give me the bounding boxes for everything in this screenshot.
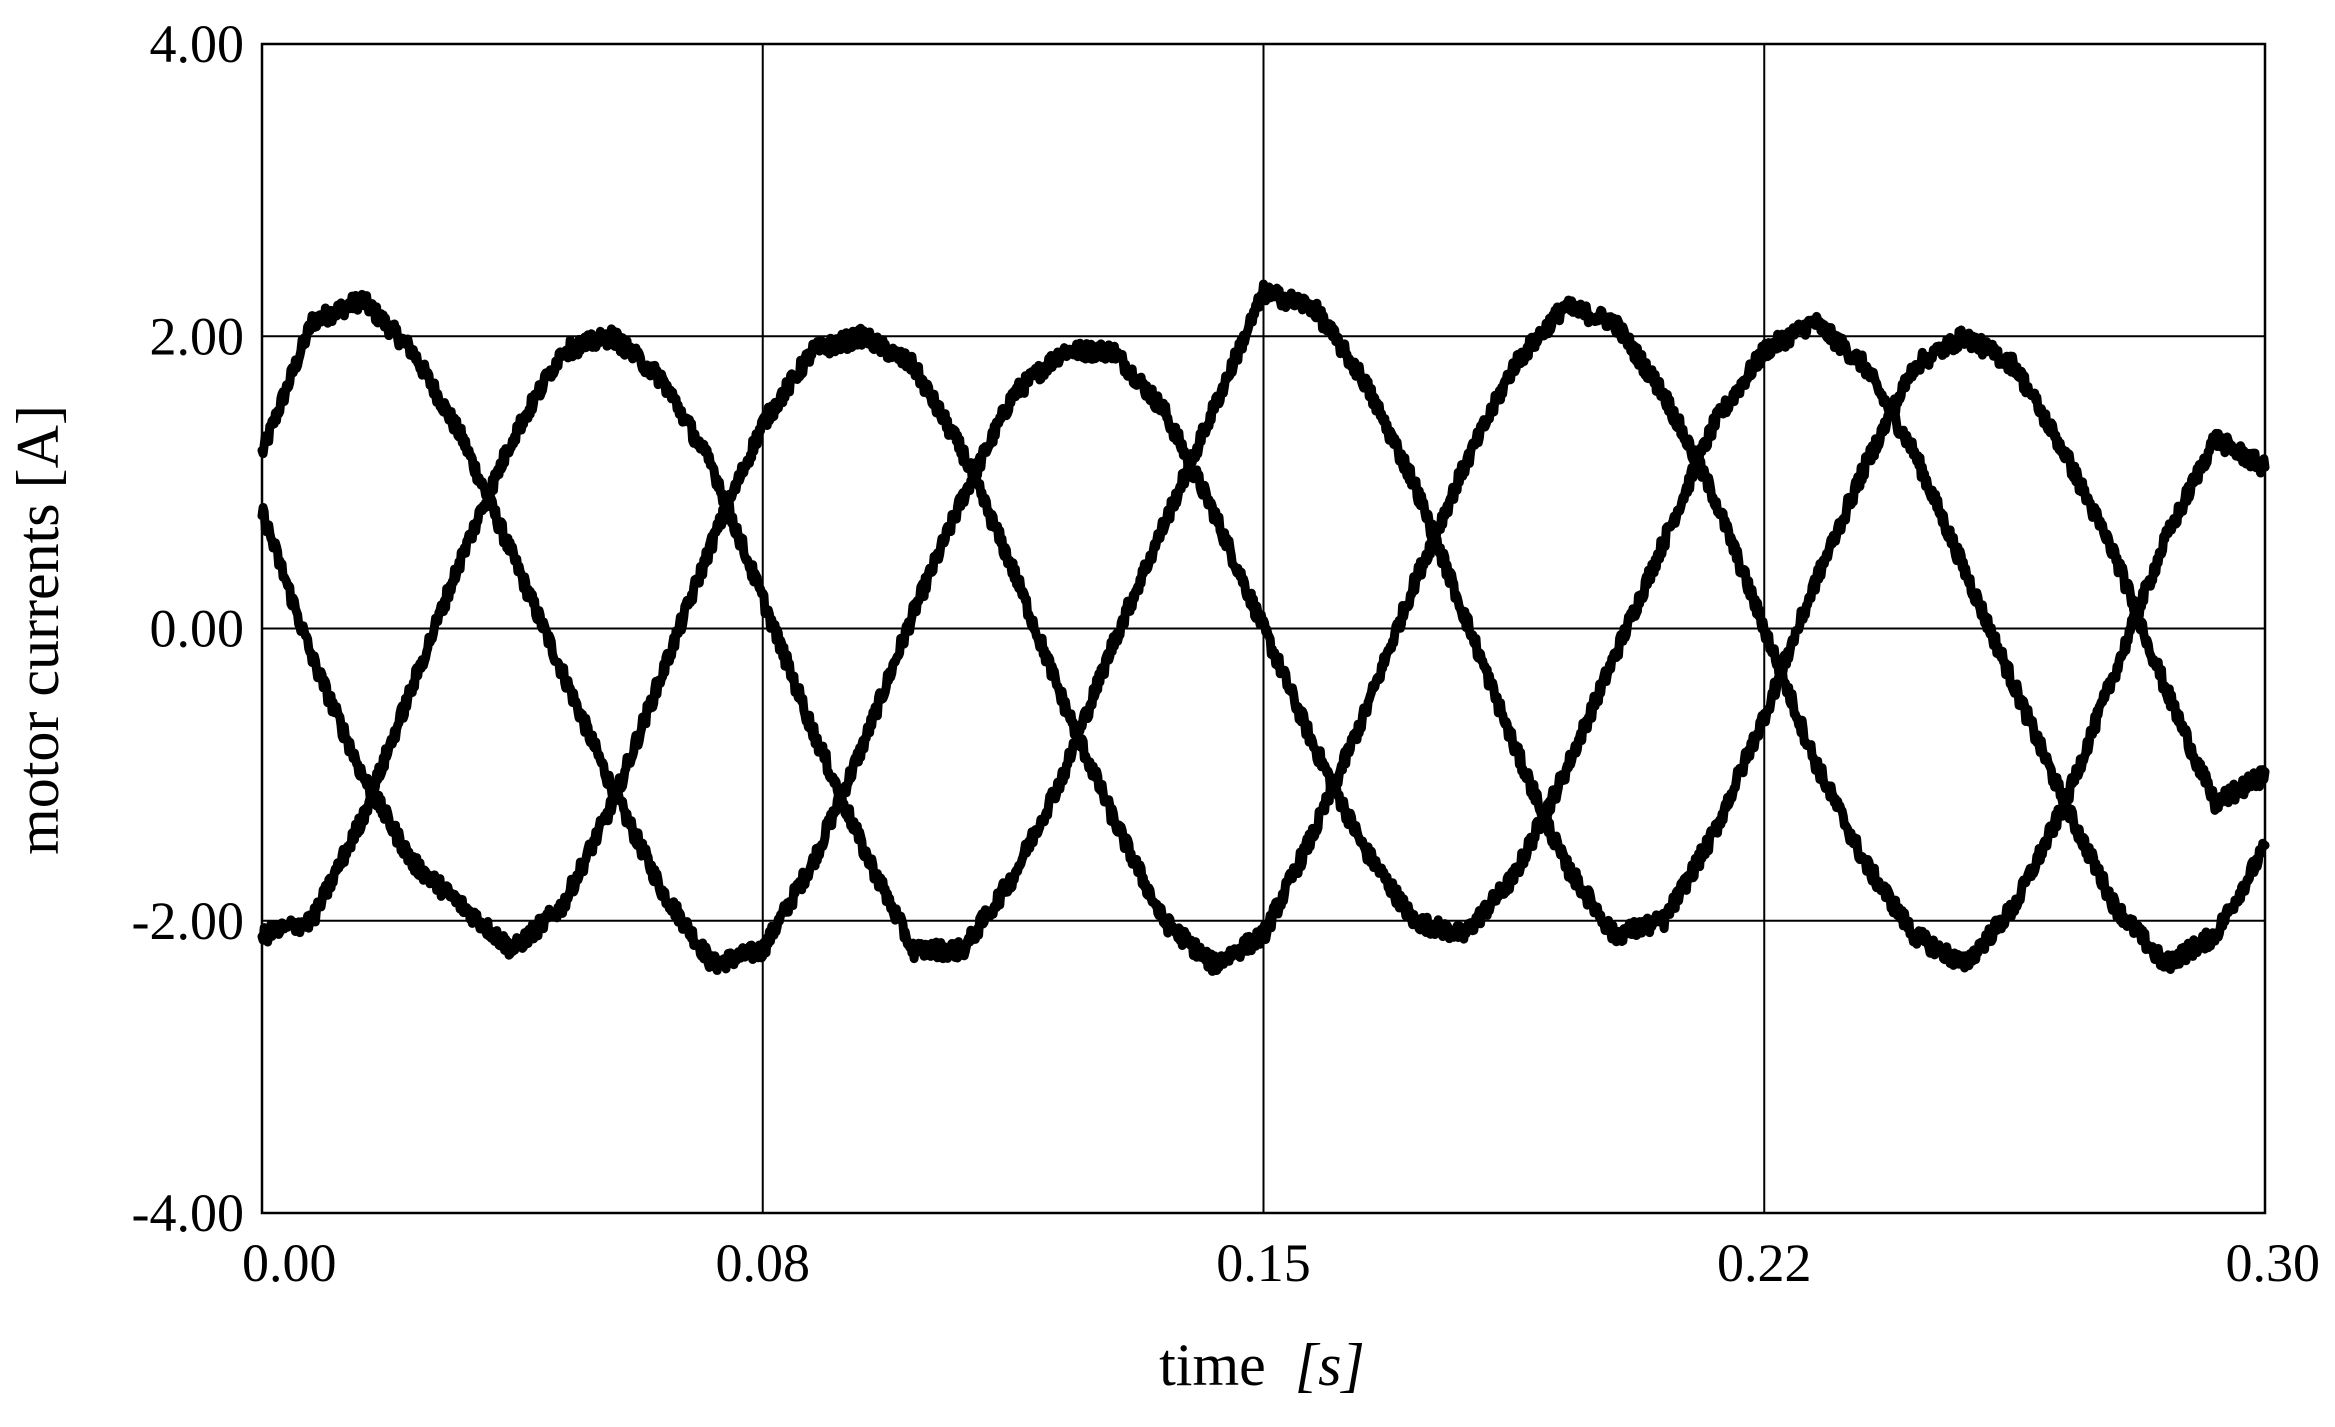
x-tick-label: 0.30 xyxy=(2226,1233,2321,1293)
x-axis-label-unit: [s] xyxy=(1295,1332,1365,1398)
y-tick-labels: 4.00 2.00 0.00 -2.00 -4.00 xyxy=(132,14,244,1243)
x-axis-label: time [s] xyxy=(1159,1332,1365,1398)
y-tick-label: 0.00 xyxy=(150,599,245,659)
y-tick-label: 2.00 xyxy=(150,306,245,366)
y-tick-label: -2.00 xyxy=(132,891,244,951)
x-tick-label: 0.22 xyxy=(1717,1233,1812,1293)
y-tick-label: 4.00 xyxy=(150,14,245,74)
current-trace-phase-1 xyxy=(257,289,2270,975)
y-axis-label: motor currents [A] xyxy=(5,405,71,855)
y-tick-label: -4.00 xyxy=(132,1183,244,1243)
current-trace-phase-3 xyxy=(257,279,2270,964)
x-tick-label: 0.15 xyxy=(1216,1233,1311,1293)
current-trace-phase-2 xyxy=(257,295,2270,976)
x-axis-label-main: time xyxy=(1159,1332,1266,1398)
x-tick-labels: 0.00 0.08 0.15 0.22 0.30 xyxy=(242,1233,2320,1293)
plot-frame xyxy=(260,42,2267,1215)
x-tick-label: 0.08 xyxy=(716,1233,811,1293)
x-tick-label: 0.00 xyxy=(242,1233,337,1293)
current-traces xyxy=(257,279,2270,976)
